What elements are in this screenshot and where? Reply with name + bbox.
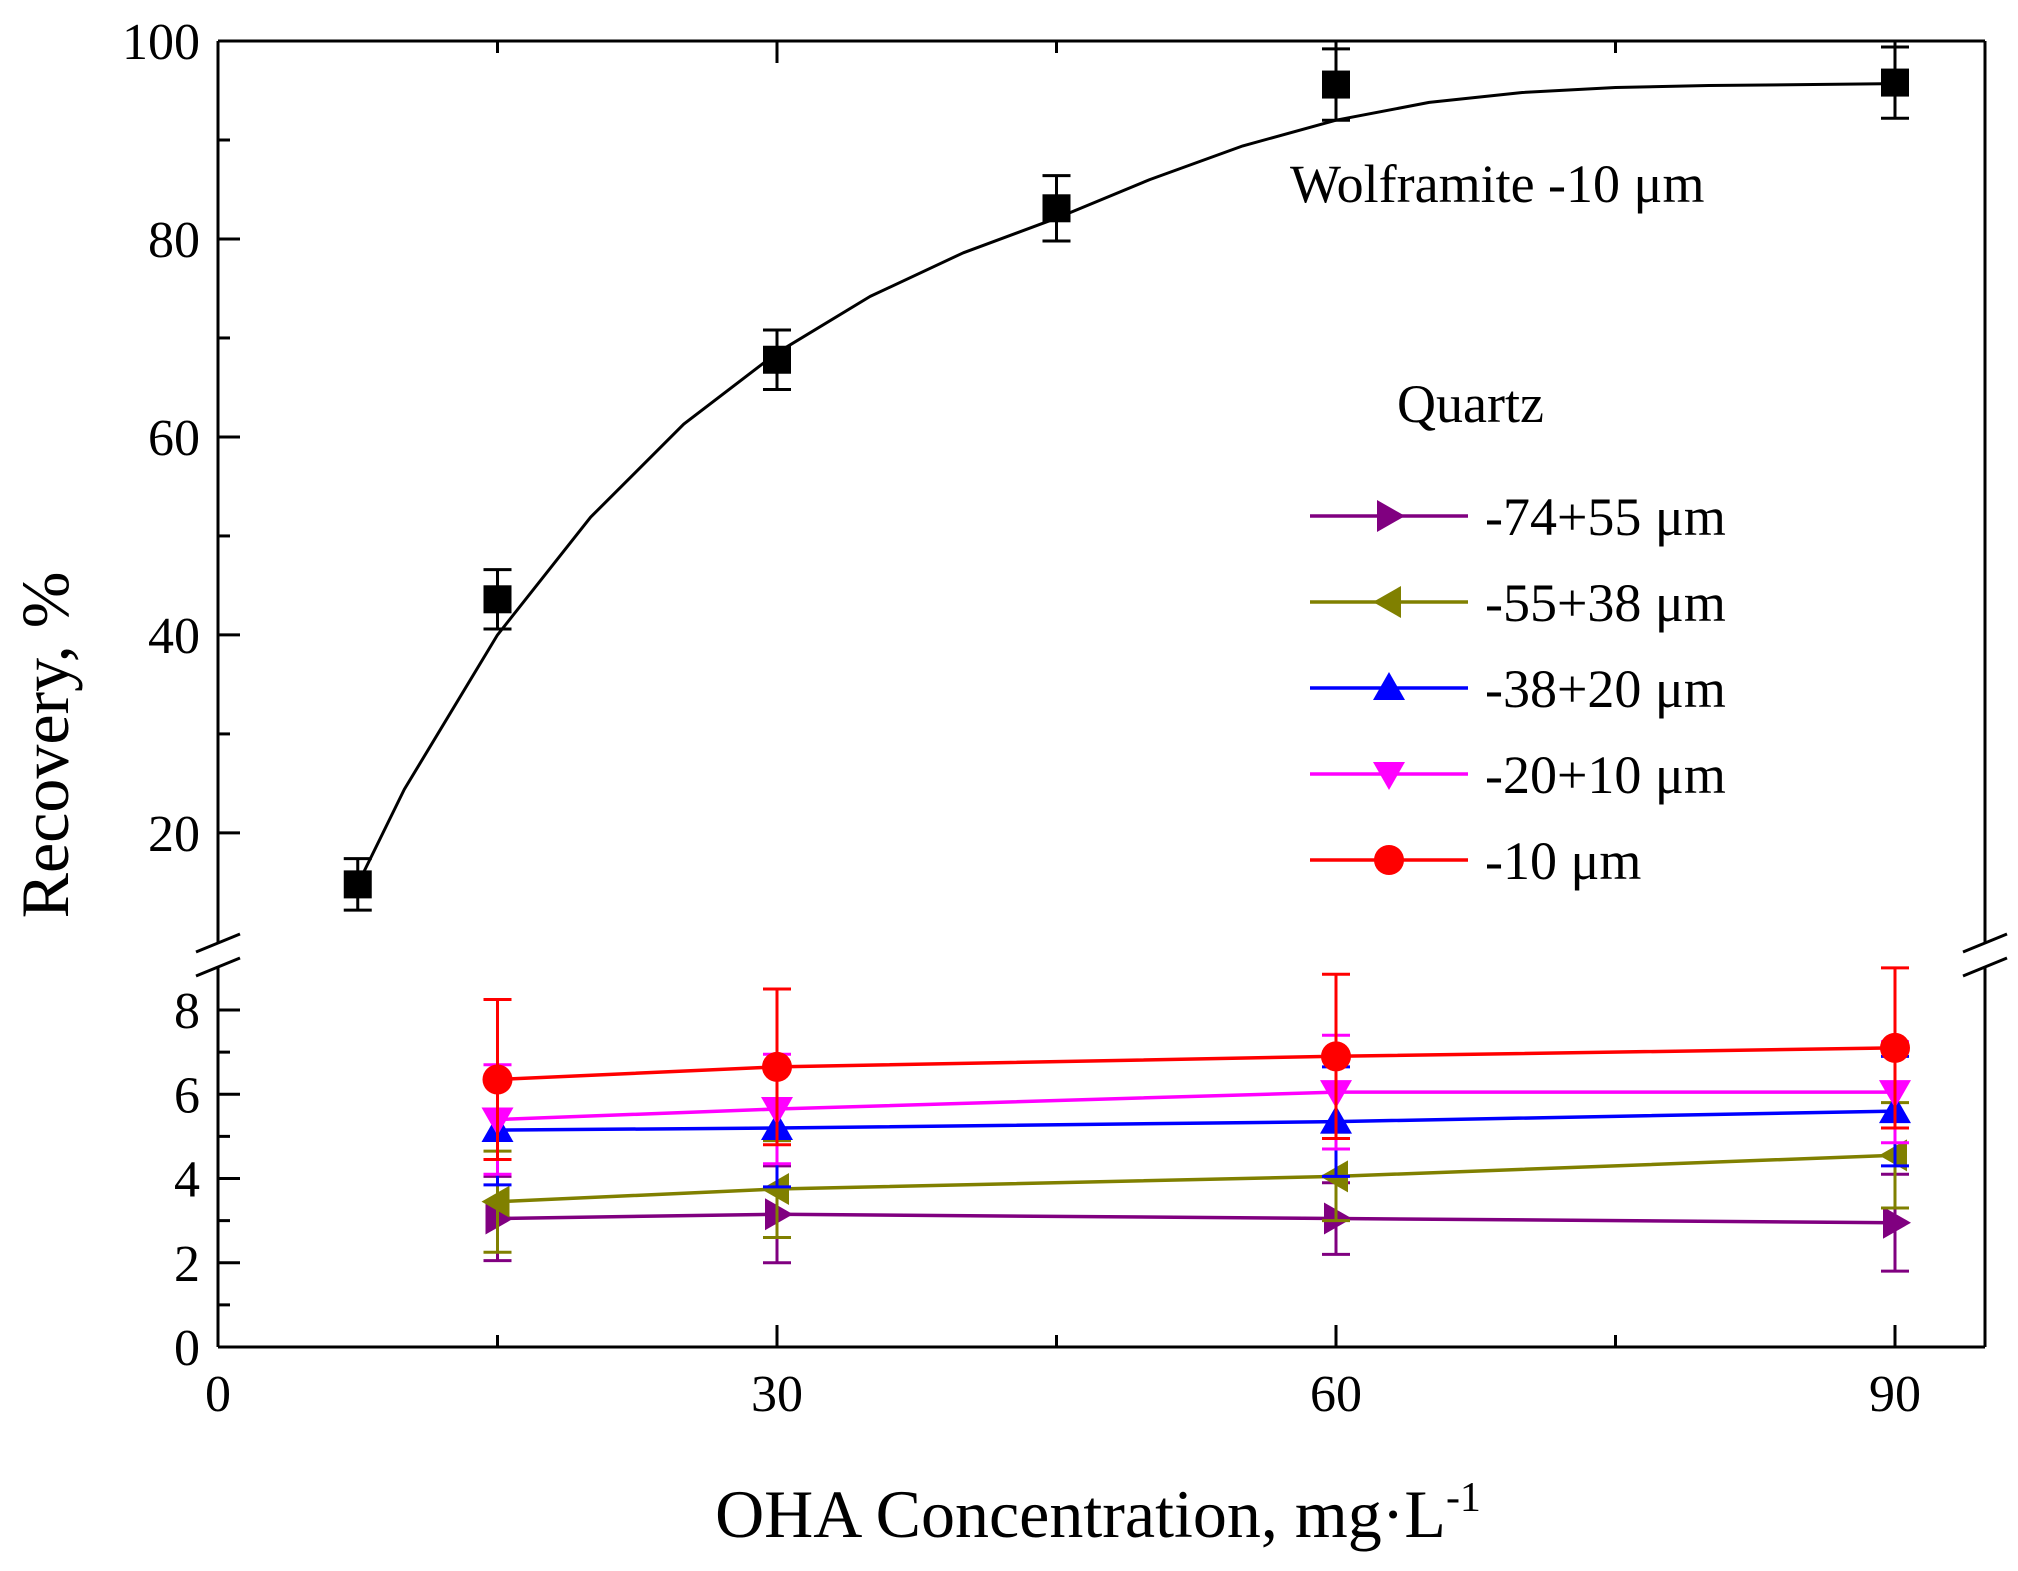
legend-label: -20+10 μm <box>1485 745 1726 805</box>
axis-break-mark <box>195 956 241 978</box>
data-point-marker <box>1880 68 1909 97</box>
axis-break-mark <box>195 932 241 954</box>
y-axis-title: Recovery, % <box>7 572 83 919</box>
axes-layer <box>195 39 2008 1349</box>
wolframite-annotation: Wolframite -10 μm <box>1290 154 1705 214</box>
x-tick-label: 60 <box>1310 1366 1362 1423</box>
series-square <box>343 45 1909 912</box>
data-point-marker <box>764 1198 793 1231</box>
legend-marker <box>1373 586 1401 618</box>
data-point-marker <box>343 870 372 899</box>
x-axis-title-superscript: -1 <box>1446 1475 1481 1521</box>
series-line <box>497 1212 1896 1225</box>
x-tick-label: 90 <box>1869 1366 1921 1423</box>
y-lower-tick-label: 8 <box>174 983 200 1040</box>
quartz-annotation: Quartz <box>1397 374 1544 434</box>
wolframite-fit-curve <box>356 82 1896 886</box>
legend-marker <box>1374 845 1404 875</box>
data-point-marker <box>483 585 512 614</box>
legend-label: -74+55 μm <box>1485 487 1726 547</box>
series-line <box>497 1090 1895 1122</box>
data-point-marker <box>761 1051 792 1082</box>
legend-marker <box>1373 762 1405 790</box>
series-triangle-left <box>481 1101 1909 1254</box>
y-upper-tick-label: 40 <box>148 608 200 665</box>
data-point-marker <box>1879 1032 1910 1063</box>
data-point-marker <box>1323 1202 1352 1235</box>
series-circle <box>482 966 1910 1162</box>
y-upper-tick-label: 20 <box>148 806 200 863</box>
series-line <box>497 1153 1896 1204</box>
data-point-marker <box>485 1202 514 1235</box>
y-upper-tick-label: 100 <box>122 14 200 71</box>
x-tick-label: 30 <box>751 1366 803 1423</box>
legend-label: -55+38 μm <box>1485 573 1726 633</box>
series-triangle-up <box>481 1054 1911 1189</box>
data-point-marker <box>482 1064 513 1095</box>
y-lower-tick-label: 2 <box>174 1236 200 1293</box>
series-triangle-down <box>481 1033 1911 1176</box>
y-lower-tick-label: 6 <box>174 1067 200 1124</box>
legend-label: -38+20 μm <box>1485 659 1726 719</box>
data-point-marker <box>1042 194 1071 223</box>
series-layer <box>343 45 1911 1273</box>
legend-entry: -74+55 μm <box>1310 487 1726 547</box>
legend-marker <box>1373 672 1405 700</box>
series-triangle-right <box>483 1164 1911 1273</box>
data-point-marker <box>762 345 791 374</box>
y-lower-tick-label: 0 <box>174 1320 200 1377</box>
series-line <box>497 1046 1896 1082</box>
legend-entry: -10 μm <box>1310 831 1641 891</box>
axis-break-mark <box>1962 956 2008 978</box>
x-tick-label: 0 <box>205 1366 231 1423</box>
ticks-layer: 0 30 60 90 20 40 60 80 100 0 2 4 6 8 <box>122 14 1921 1423</box>
y-lower-tick-label: 4 <box>174 1152 200 1209</box>
series-line <box>497 1109 1896 1132</box>
legend-entry: -55+38 μm <box>1310 573 1726 633</box>
y-upper-tick-label: 60 <box>148 410 200 467</box>
y-upper-tick-label: 80 <box>148 212 200 269</box>
fit-curve-layer <box>356 82 1896 886</box>
x-axis-title: OHA Concentration, mg·L-1 <box>715 1475 1481 1552</box>
data-point-marker <box>1321 70 1350 99</box>
x-axis-title-main: OHA Concentration, mg·L <box>715 1476 1446 1552</box>
legend-marker <box>1377 500 1405 532</box>
data-point-marker <box>1878 1139 1907 1172</box>
legend: -74+55 μm -55+38 μm -38+20 μm -20+10 μm -10 … <box>1310 487 1726 891</box>
data-point-marker <box>1882 1206 1911 1239</box>
axis-break-mark <box>1962 932 2008 954</box>
legend-entry: -20+10 μm <box>1310 745 1726 805</box>
legend-label: -10 μm <box>1485 831 1641 891</box>
legend-entry: -38+20 μm <box>1310 659 1726 719</box>
data-point-marker <box>1320 1041 1351 1072</box>
data-point-marker <box>760 1173 789 1206</box>
data-point-marker <box>481 1185 510 1218</box>
